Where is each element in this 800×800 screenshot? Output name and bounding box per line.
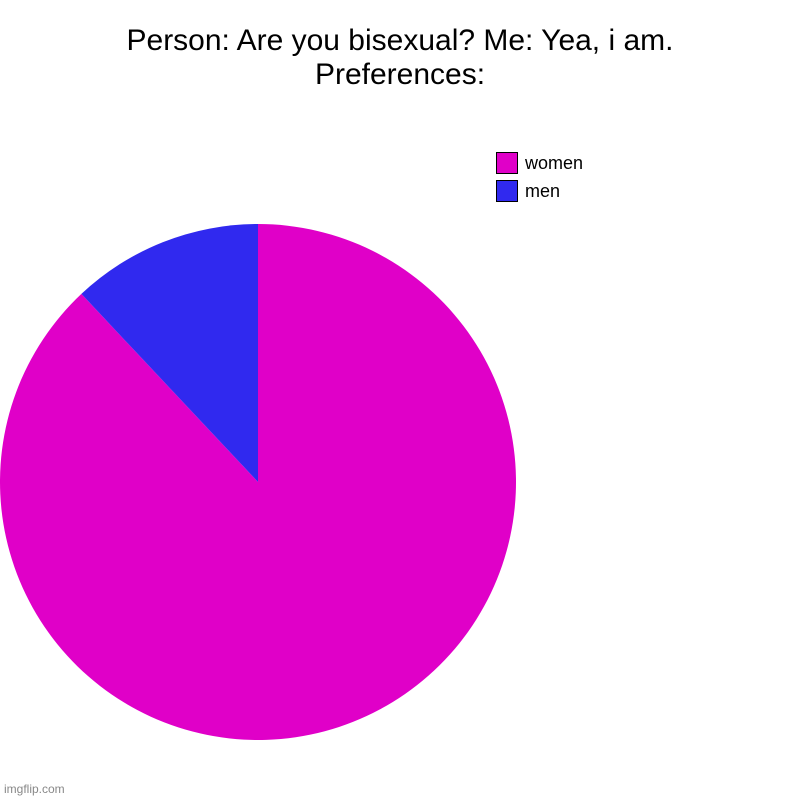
legend-label-men: men bbox=[525, 181, 560, 202]
legend-swatch-women bbox=[496, 152, 518, 174]
pie-svg bbox=[0, 224, 516, 740]
legend-label-women: women bbox=[525, 153, 583, 174]
chart-title: Person: Are you bisexual? Me: Yea, i am.… bbox=[0, 0, 800, 92]
legend-item-men: men bbox=[496, 180, 583, 202]
title-line-2: Preferences: bbox=[0, 58, 800, 92]
title-line-1: Person: Are you bisexual? Me: Yea, i am. bbox=[0, 24, 800, 58]
pie-chart bbox=[0, 224, 516, 745]
legend: women men bbox=[496, 152, 583, 208]
legend-swatch-men bbox=[496, 180, 518, 202]
watermark: imgflip.com bbox=[4, 782, 65, 796]
legend-item-women: women bbox=[496, 152, 583, 174]
